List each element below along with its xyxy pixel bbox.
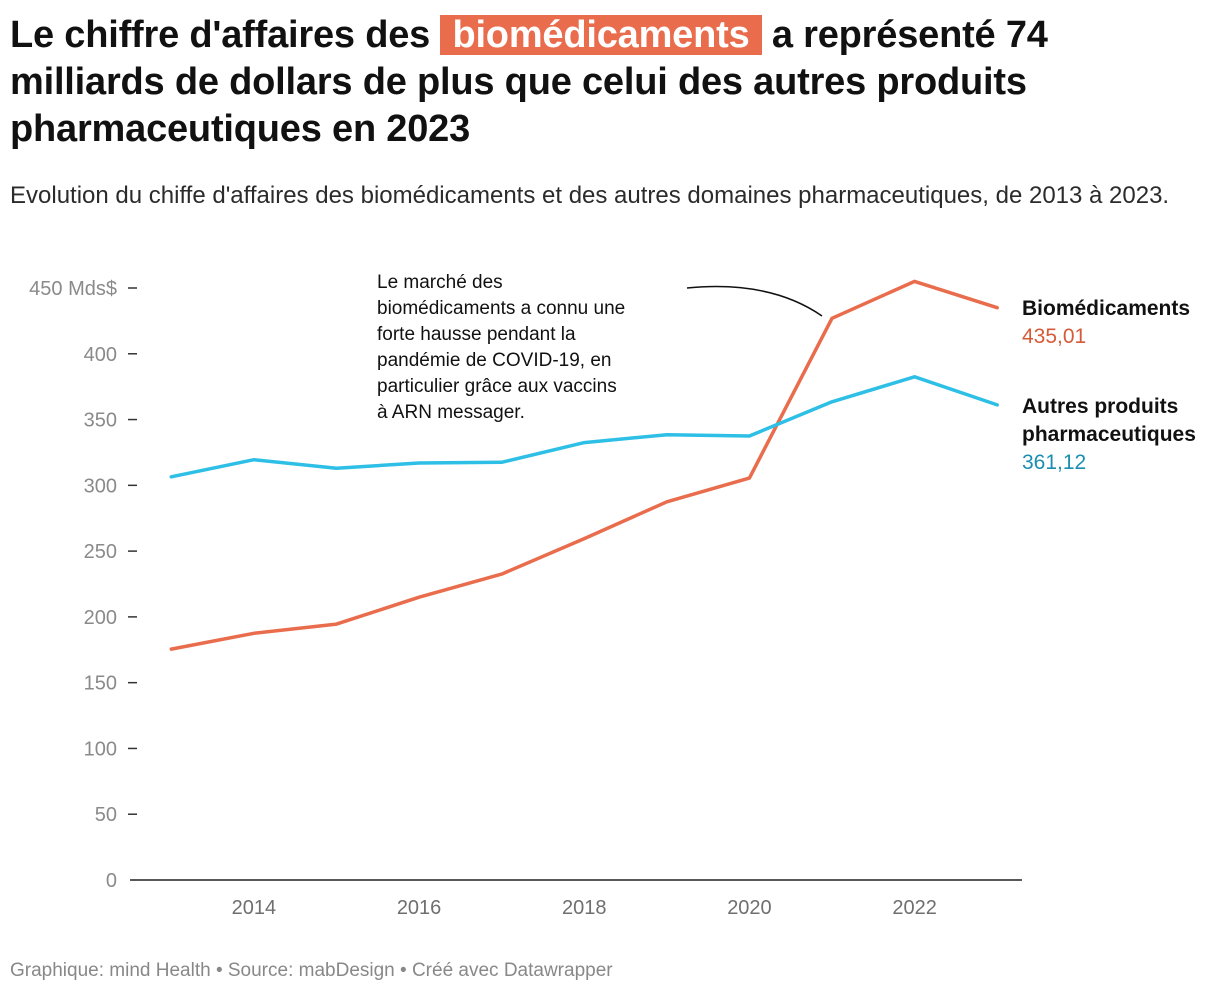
title-part-after: a représenté 74 milliards de dollars de …	[10, 14, 1048, 150]
annotation-connector	[686, 285, 823, 317]
y-tick-label: 0	[106, 870, 117, 892]
annotation-text-line: biomédicaments a connu une	[377, 298, 625, 319]
y-tick-label: 350	[84, 410, 117, 432]
annotation-text-line: forte hausse pendant la	[377, 324, 576, 345]
title-highlight: biomédicaments	[440, 15, 762, 55]
series-value-other: 361,12	[1022, 451, 1086, 474]
y-tick-label: 300	[84, 475, 117, 497]
annotation-text-line: particulier grâce aux vaccins	[377, 376, 617, 397]
y-tick-label: 200	[84, 607, 117, 629]
y-tick-label: 250	[84, 541, 117, 563]
series-line-biomed	[169, 279, 999, 651]
y-tick-label: 450 Mds$	[29, 278, 117, 300]
series-label-other-line: pharmaceutiques	[1022, 423, 1196, 446]
annotation-text-line: pandémie de COVID-19, en	[377, 350, 611, 371]
x-tick-label: 2020	[727, 897, 772, 919]
chart-title: Le chiffre d'affaires des biomédicaments…	[10, 12, 1205, 153]
series-line-other	[169, 375, 999, 479]
series-value-biomed: 435,01	[1022, 325, 1086, 348]
chart-subtitle: Evolution du chiffe d'affaires des biomé…	[10, 182, 1170, 209]
y-tick-label: 50	[95, 804, 117, 826]
x-tick-label: 2016	[397, 897, 442, 919]
y-tick-label: 150	[84, 673, 117, 695]
x-tick-label: 2018	[562, 897, 607, 919]
title-part-before: Le chiffre d'affaires des	[10, 14, 431, 56]
annotation-text-line: Le marché des	[377, 272, 503, 293]
series-label-biomed: Biomédicaments	[1022, 297, 1190, 320]
series-label-other-line: Autres produits	[1022, 395, 1178, 418]
x-tick-label: 2022	[892, 897, 937, 919]
x-tick-label: 2014	[232, 897, 277, 919]
chart-footer: Graphique: mind Health • Source: mabDesi…	[10, 960, 613, 981]
annotation-text-line: à ARN messager.	[377, 402, 525, 423]
y-tick-label: 100	[84, 738, 117, 760]
line-chart: 0 50 100 150 200 250 300 350 400 450 Mds$ 2014 2016…	[29, 272, 1196, 919]
y-tick-label: 400	[84, 344, 117, 366]
